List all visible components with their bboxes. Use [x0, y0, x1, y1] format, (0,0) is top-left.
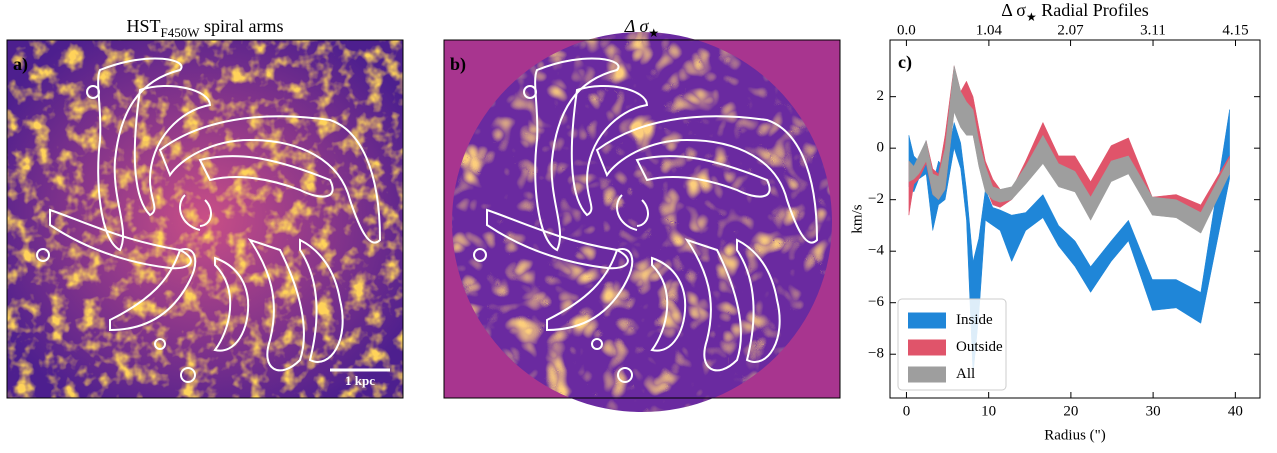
title-text: Δ σ — [1001, 0, 1026, 20]
x2-tick-label: 0.0 — [897, 22, 916, 38]
panel-title: Δ σ★ — [624, 16, 659, 40]
x2-tick-label: 3.11 — [1140, 22, 1166, 38]
x-tick-label: 40 — [1228, 403, 1243, 419]
panel-label: c) — [898, 52, 912, 73]
x2-tick-label: 2.07 — [1057, 22, 1084, 38]
legend-label: All — [956, 366, 975, 382]
legend-label: Outside — [956, 339, 1003, 355]
title-rest: spiral arms — [200, 16, 284, 36]
x-tick-label: 0 — [903, 403, 911, 419]
legend-swatch — [908, 312, 946, 329]
panel-label: a) — [13, 54, 28, 75]
title-text: Δ σ — [624, 16, 650, 36]
panel-title: HSTF450W spiral arms — [127, 16, 284, 40]
title-subscript: ★ — [648, 26, 659, 40]
panel-title: Δ σ★ Radial Profiles — [1001, 0, 1149, 24]
band-area — [908, 109, 1230, 375]
panel-a: HSTF450W spiral arms a) 1 kpc — [6, 16, 404, 399]
title-subscript: F450W — [161, 25, 201, 40]
legend-swatch — [908, 366, 946, 383]
y-tick-label: −2 — [868, 191, 884, 207]
y-axis-label: km/s — [849, 204, 865, 233]
panel-c: Δ σ★ Radial Profiles Radius (") km/s c) … — [849, 0, 1261, 443]
panel-label: b) — [450, 54, 466, 75]
image-texture — [7, 40, 403, 398]
y-tick-label: −4 — [868, 243, 884, 259]
plot-frame — [889, 39, 1261, 399]
legend-label: Inside — [956, 312, 993, 328]
y-tick-label: 2 — [877, 88, 885, 104]
x2-tick-label: 4.15 — [1222, 22, 1248, 38]
title-text: HST — [127, 16, 161, 36]
scalebar-label: 1 kpc — [345, 373, 375, 388]
x-tick-label: 20 — [1063, 403, 1078, 419]
x-tick-label: 10 — [981, 403, 996, 419]
x2-tick-label: 1.04 — [976, 22, 1003, 38]
frame — [6, 39, 404, 399]
image-texture — [452, 32, 832, 412]
legend-swatch — [908, 339, 946, 356]
panel-b: Δ σ★ b) — [443, 16, 841, 412]
title-subscript: ★ — [1026, 10, 1037, 24]
x-tick-label: 30 — [1146, 403, 1161, 419]
y-tick-label: 0 — [877, 140, 885, 156]
frame — [443, 39, 841, 399]
title-rest: Radial Profiles — [1037, 0, 1149, 20]
band-area — [908, 65, 1230, 234]
y-tick-label: −8 — [868, 346, 884, 362]
x-axis-label: Radius (") — [1044, 427, 1106, 443]
y-tick-label: −6 — [868, 294, 884, 310]
